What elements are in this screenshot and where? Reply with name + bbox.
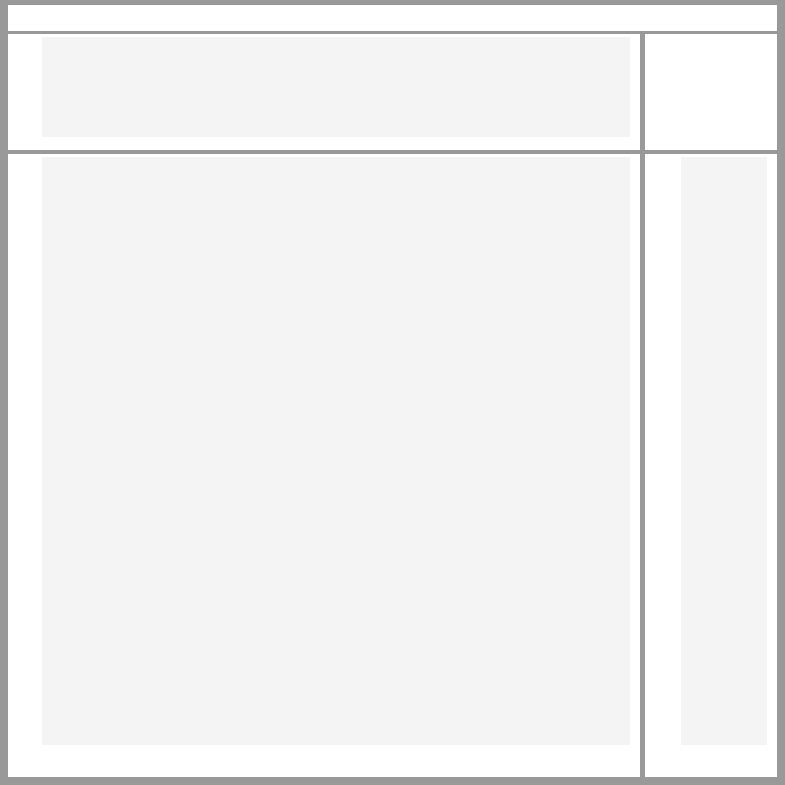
title-bar <box>8 5 777 31</box>
altitude-vs-north-south-panel[interactable] <box>645 154 777 777</box>
basemap-counties-states <box>42 157 630 745</box>
plan-view-map-plot[interactable] <box>42 157 630 745</box>
point-count-panel <box>645 34 777 150</box>
altitude-vs-east-west-plot[interactable] <box>42 37 630 137</box>
altitude-vs-east-west-panel[interactable] <box>8 34 640 150</box>
plan-view-map-panel[interactable] <box>8 154 640 777</box>
altitude-vs-north-south-plot[interactable] <box>681 157 767 745</box>
